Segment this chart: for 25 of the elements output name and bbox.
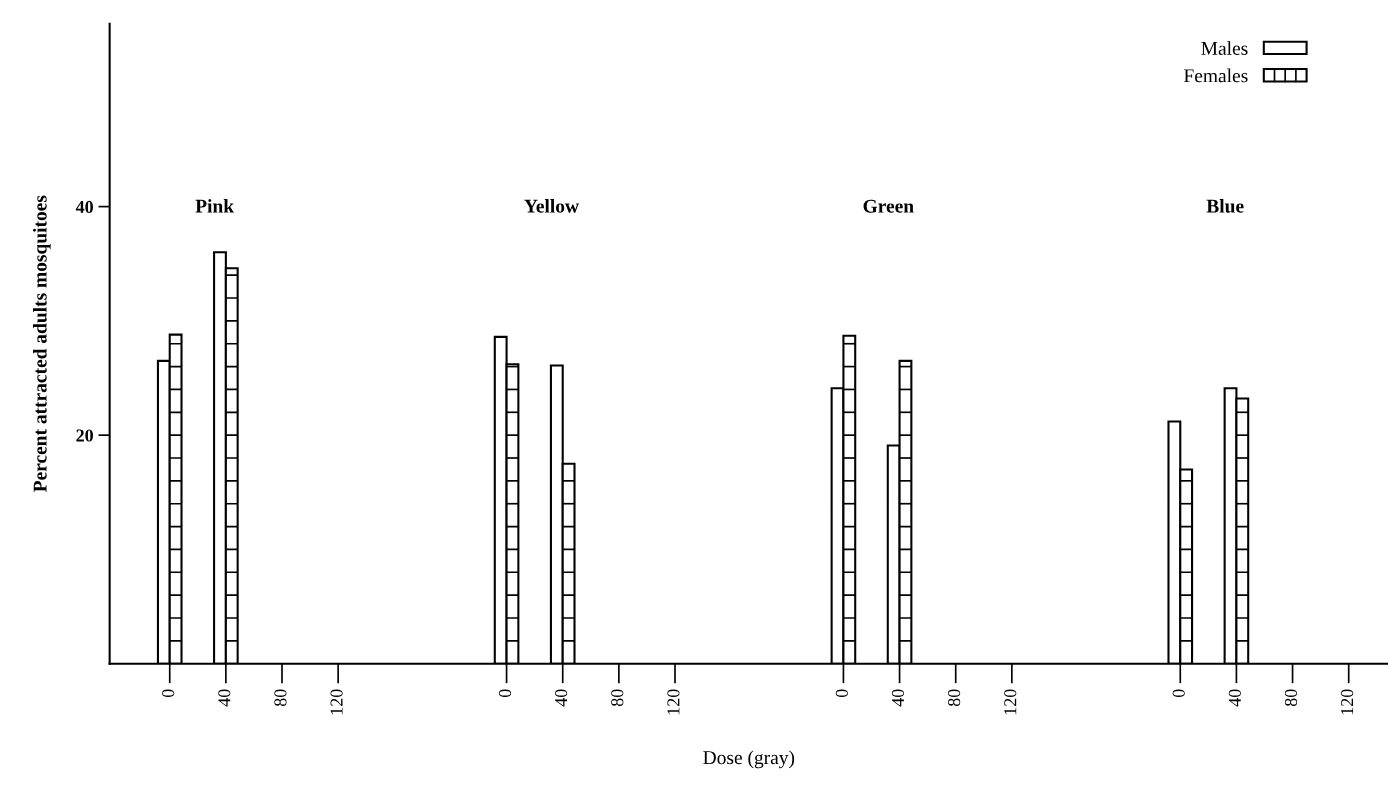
x-tick-label: 0 [835,689,848,698]
x-tick-label: 80 [1284,689,1298,707]
legend-label: Females [1184,68,1248,83]
legend-label: Males [1201,41,1248,55]
x-tick-label: 40 [218,689,231,707]
x-tick-label: 40 [891,689,905,707]
x-tick-label: 120 [330,689,343,715]
y-axis-title: Percent attracted adults mosquitoes [32,195,51,492]
annotation: Yellow [524,199,579,213]
x-tick-label: 40 [555,689,568,707]
x-tick-label: 0 [498,689,512,698]
x-tick-label: 80 [611,689,624,707]
x-axis-title: Dose (gray) [703,750,795,769]
x-tick-label: 0 [1172,689,1185,698]
annotation: Pink [195,199,235,213]
x-tick-label: 0 [162,689,175,698]
x-tick-label: 120 [667,689,680,715]
x-tick-label: 120 [1341,689,1354,715]
annotation: Green [863,199,914,213]
x-tick-label: 120 [1004,689,1017,715]
y-tick-label: 20 [76,429,93,442]
annotation: Blue [1206,199,1244,213]
x-tick-label: 80 [948,689,961,707]
x-tick-label: 40 [1228,689,1241,707]
x-tick-label: 80 [274,689,287,707]
